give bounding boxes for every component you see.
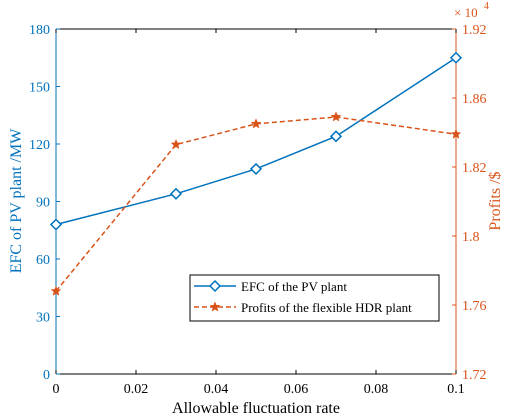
y-left-tick-label: 180 xyxy=(29,23,50,38)
x-tick-label: 0 xyxy=(53,382,60,397)
plot-area xyxy=(56,29,456,374)
right-axis-multiplier: × 10 4 xyxy=(454,1,489,20)
series-1-star-marker xyxy=(170,138,182,150)
y-left-tick-label: 90 xyxy=(36,196,50,211)
y-left-tick-label: 60 xyxy=(36,253,50,268)
x-tick-label: 0.1 xyxy=(447,382,465,397)
y-left-axis-title: EFC of PV plant /MW xyxy=(8,128,25,274)
right-axis-multiplier-base: × 10 xyxy=(454,5,478,20)
x-tick-label: 0.06 xyxy=(284,382,309,397)
y-right-tick-label: 1.92 xyxy=(462,23,487,38)
y-left-tick-label: 30 xyxy=(36,311,50,326)
legend-star-marker xyxy=(209,301,221,312)
series-1-star-marker xyxy=(50,285,62,296)
y-left-tick-label: 0 xyxy=(43,368,50,383)
x-tick-label: 0.04 xyxy=(204,382,229,397)
y-right-tick-label: 1.76 xyxy=(462,299,487,314)
series-0-diamond-marker xyxy=(449,51,463,64)
series-0-diamond-marker xyxy=(329,130,343,143)
series-1-star-marker xyxy=(250,118,262,129)
legend-box xyxy=(189,274,440,322)
y-right-tick-label: 1.8 xyxy=(462,230,480,245)
legend-label-profits: Profits of the flexible HDR plant xyxy=(241,300,412,315)
legend-label-efc: EFC of the PV plant xyxy=(241,279,347,294)
y-left-tick-label: 120 xyxy=(29,138,50,153)
y-right-tick-label: 1.86 xyxy=(462,92,487,107)
y-left-tick-label: 150 xyxy=(29,81,50,96)
legend: EFC of the PV plant Profits of the flexi… xyxy=(189,274,440,322)
x-tick-label: 0.08 xyxy=(364,382,389,397)
y-right-tick-label: 1.72 xyxy=(462,368,487,383)
x-tick-label: 0.02 xyxy=(124,382,149,397)
series-1-star-marker xyxy=(330,111,342,122)
right-axis-multiplier-exponent: 4 xyxy=(484,1,489,12)
series-0-diamond-marker xyxy=(249,162,263,175)
series-0-diamond-marker xyxy=(169,187,183,200)
series-1-star-marker xyxy=(450,128,462,139)
y-right-tick-label: 1.82 xyxy=(462,161,487,176)
x-axis-title: Allowable fluctuation rate xyxy=(172,400,340,417)
legend-diamond-marker xyxy=(208,279,222,293)
series-0-diamond-marker xyxy=(49,218,63,231)
y-right-axis-title: Profits /$ xyxy=(487,171,504,230)
